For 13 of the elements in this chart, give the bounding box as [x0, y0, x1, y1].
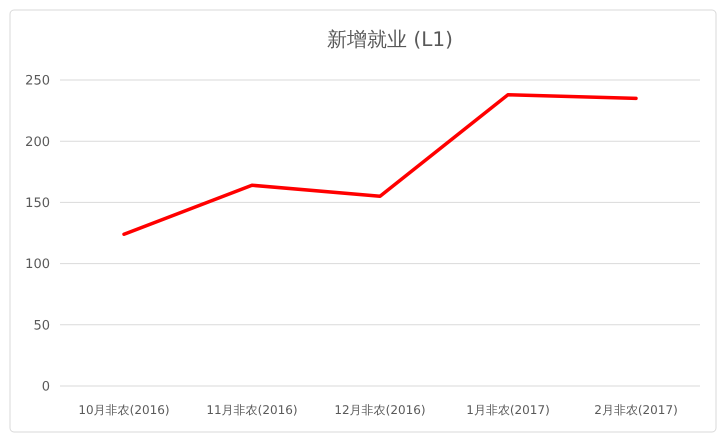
y-tick-label: 150 [25, 196, 50, 211]
line-series [122, 92, 638, 236]
chart-title: 新增就业 (L1) [327, 27, 453, 51]
y-tick-label: 200 [25, 134, 50, 150]
x-tick-label: 2月非农(2017) [594, 403, 678, 417]
y-tick-label: 50 [33, 318, 50, 334]
x-tick-label: 11月非农(2016) [206, 403, 298, 417]
y-tick-label: 0 [42, 380, 50, 395]
y-tick-label: 100 [25, 257, 50, 272]
x-tick-label: 12月非农(2016) [334, 403, 426, 417]
x-tick-label: 10月非农(2016) [78, 403, 170, 417]
x-tick-label: 1月非农(2017) [466, 403, 550, 417]
y-tick-label: 250 [25, 74, 50, 89]
